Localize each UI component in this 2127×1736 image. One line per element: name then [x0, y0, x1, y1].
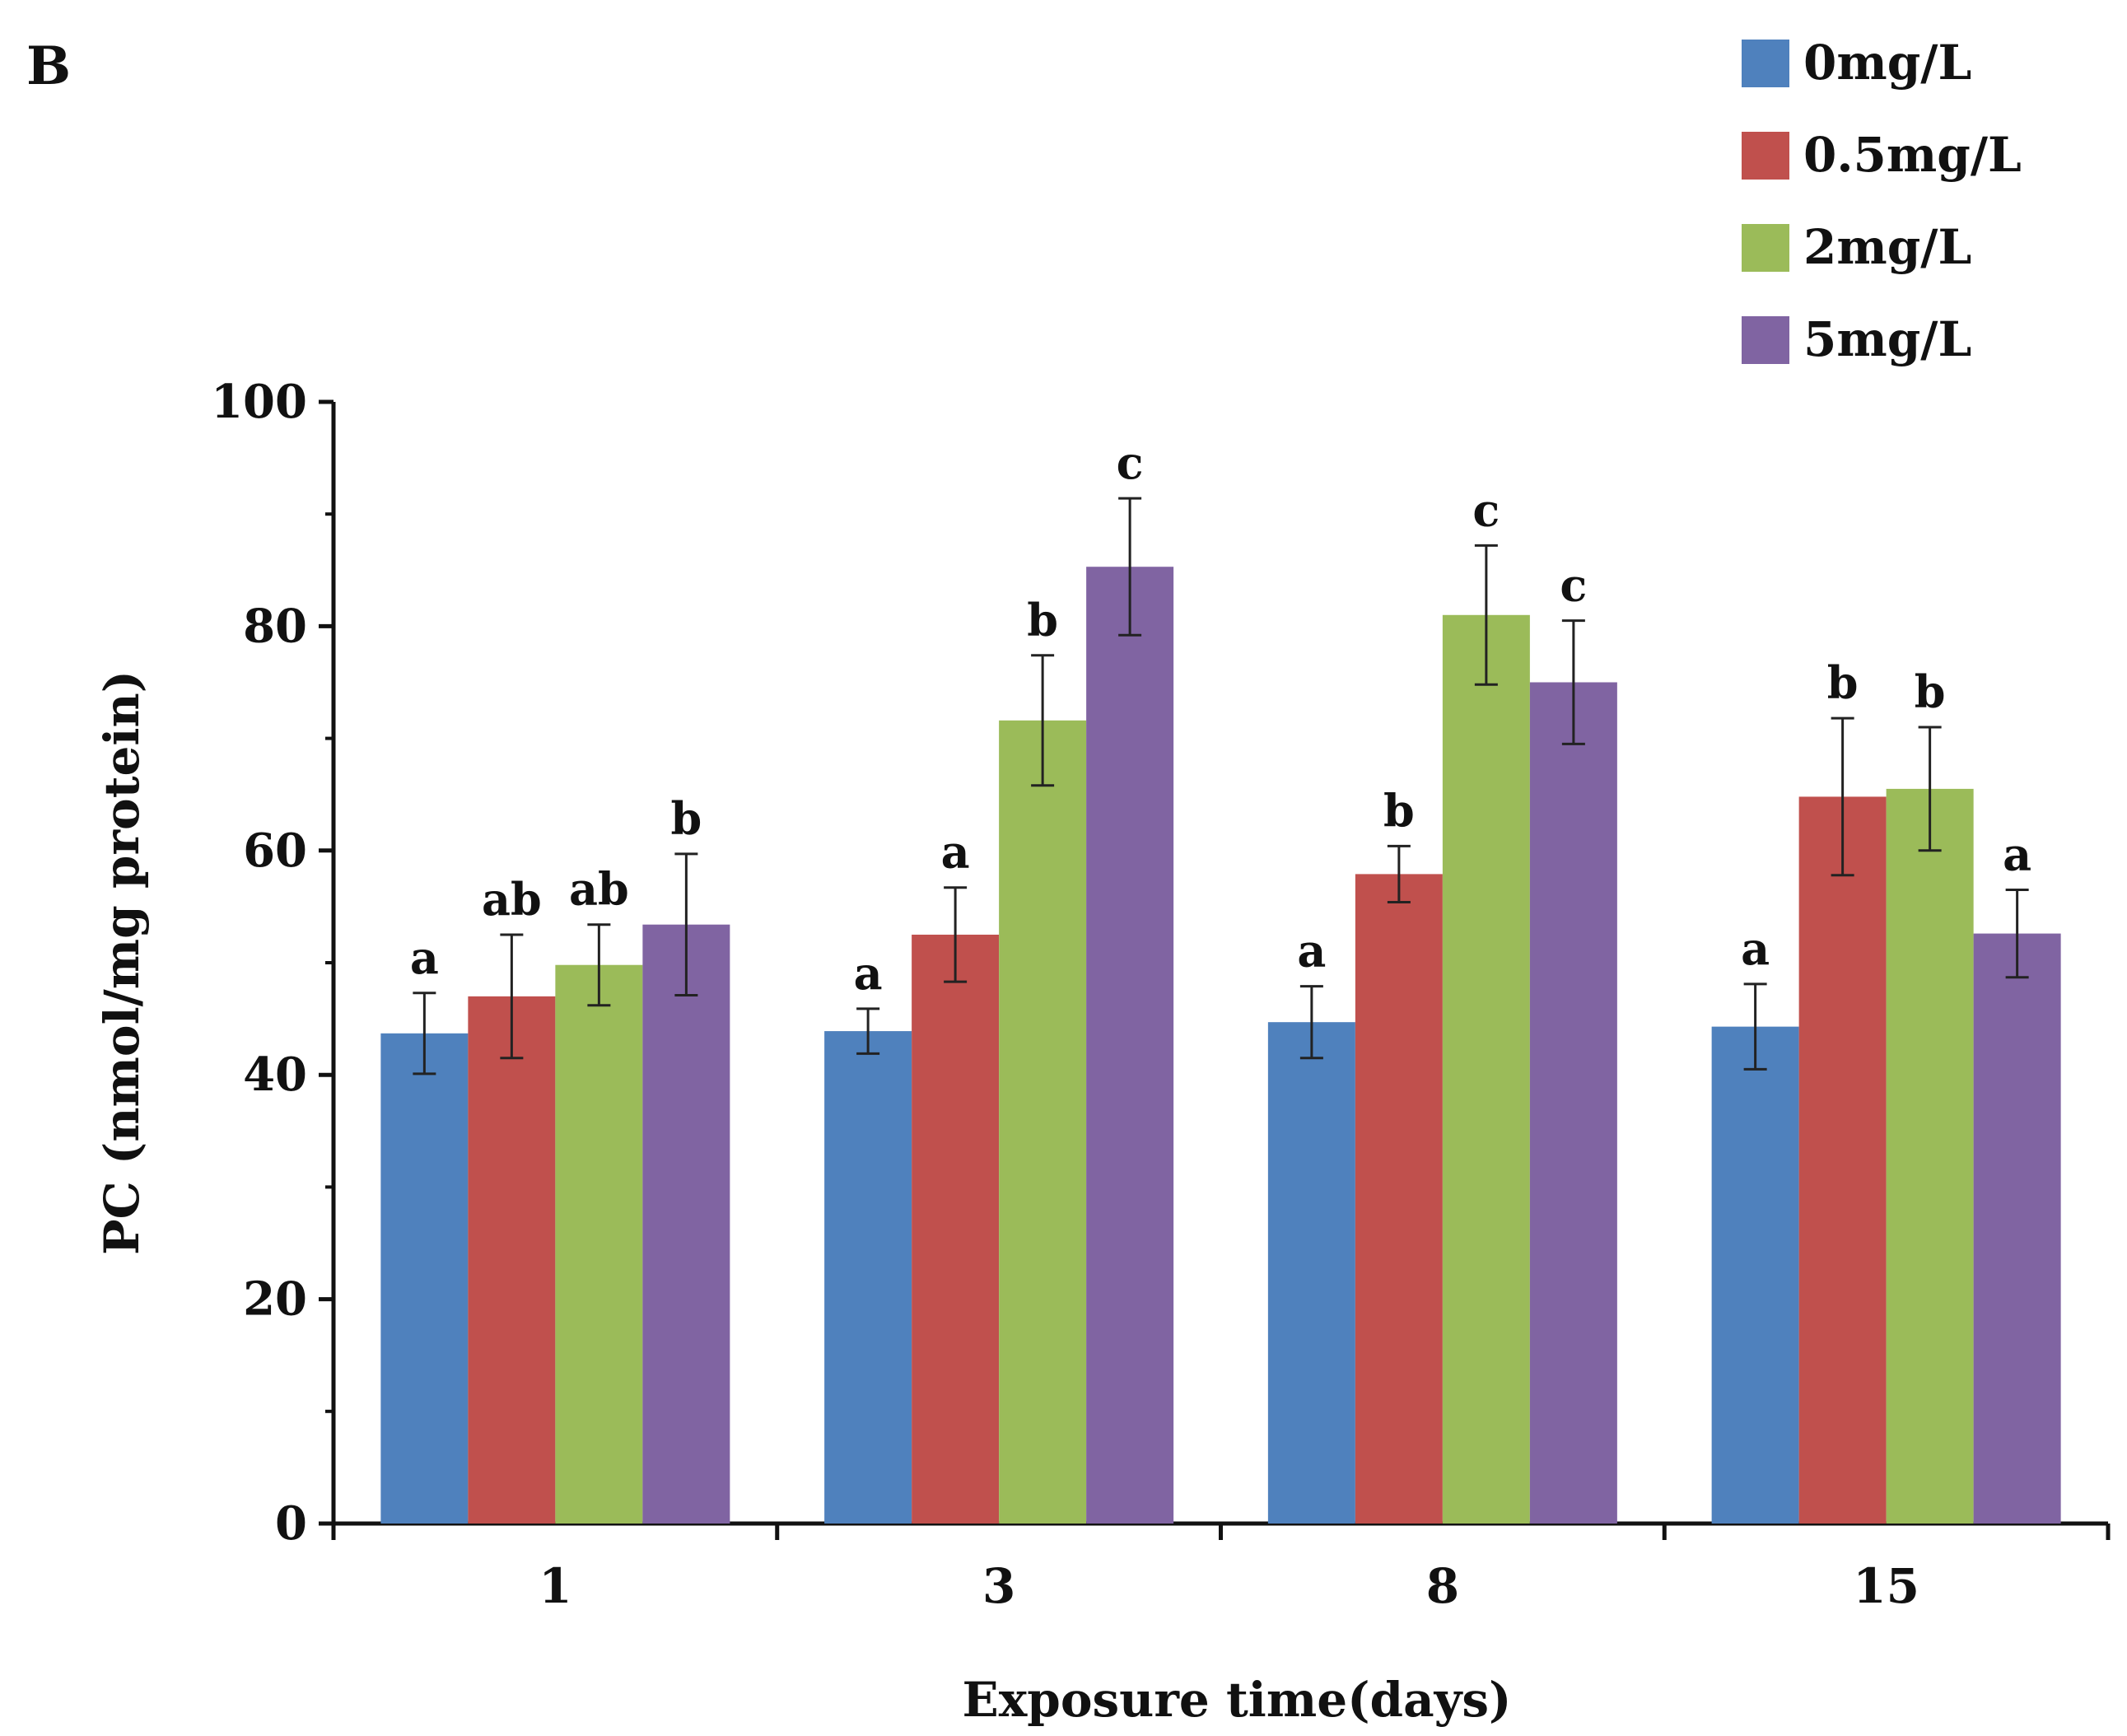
- x-tick-label: 15: [1853, 1558, 1919, 1614]
- significance-letter: c: [1472, 483, 1500, 536]
- bar: [1973, 933, 2061, 1524]
- bar: [1086, 567, 1174, 1524]
- significance-letter: a: [2003, 828, 2031, 880]
- legend-swatch: [1742, 40, 1789, 87]
- legend-label: 5mg/L: [1803, 311, 1971, 367]
- significance-letter: c: [1117, 436, 1144, 489]
- bar: [380, 1033, 469, 1524]
- x-tick-label: 1: [539, 1558, 571, 1614]
- x-ticks: 1 3 8 15: [331, 1524, 2111, 1614]
- significance-letter: a: [1741, 922, 1770, 975]
- bar: [1798, 796, 1887, 1524]
- significance-letter: ab: [569, 863, 629, 916]
- bar: [555, 964, 643, 1524]
- x-axis-title: Exposure time(days): [963, 1672, 1512, 1728]
- bar: [1529, 682, 1617, 1524]
- legend-label: 0.5mg/L: [1803, 127, 2022, 183]
- y-tick-label: 60: [243, 824, 307, 878]
- y-tick-label: 0: [275, 1496, 307, 1551]
- significance-letter: ab: [482, 873, 542, 926]
- significance-letter: a: [410, 931, 439, 984]
- bar-marks: [380, 567, 2061, 1524]
- bar: [468, 996, 556, 1524]
- bar: [912, 934, 1000, 1524]
- y-tick-label: 100: [211, 375, 307, 429]
- significance-letter: b: [670, 792, 702, 845]
- bar: [642, 924, 730, 1524]
- significance-letter: b: [1827, 656, 1859, 709]
- y-axis-title: PC (nmol/mg protein): [94, 670, 150, 1255]
- legend-swatch: [1742, 224, 1789, 272]
- legend-label: 0mg/L: [1803, 35, 1971, 91]
- significance-letter: b: [1027, 594, 1058, 646]
- x-tick-label: 8: [1426, 1558, 1459, 1614]
- significance-letter: a: [941, 826, 970, 879]
- y-tick-label: 40: [243, 1048, 307, 1102]
- y-tick-label: 80: [243, 599, 307, 653]
- bar: [999, 720, 1087, 1524]
- y-tick-label: 20: [243, 1272, 307, 1327]
- legend-swatch: [1742, 132, 1789, 180]
- panel-label: B: [26, 35, 71, 97]
- significance-letter: b: [1915, 665, 1946, 718]
- bar: [1886, 788, 1974, 1524]
- bar: [1442, 614, 1530, 1524]
- bar: [1267, 1022, 1355, 1524]
- significance-letter: b: [1383, 784, 1415, 837]
- error-bars: [413, 497, 2029, 1076]
- significance-letter: a: [1297, 925, 1326, 978]
- significance-letter: a: [854, 947, 883, 1000]
- bar: [1355, 874, 1443, 1524]
- legend-swatch: [1742, 316, 1789, 364]
- y-ticks: 0 20 40 60 80 100: [211, 375, 334, 1551]
- x-tick-label: 3: [982, 1558, 1015, 1614]
- significance-letter: c: [1560, 559, 1587, 612]
- chart-legend: 0mg/L 0.5mg/L 2mg/L 5mg/L: [1742, 35, 2022, 367]
- bar: [1711, 1026, 1799, 1524]
- bar: [824, 1031, 912, 1524]
- legend-label: 2mg/L: [1803, 219, 1971, 275]
